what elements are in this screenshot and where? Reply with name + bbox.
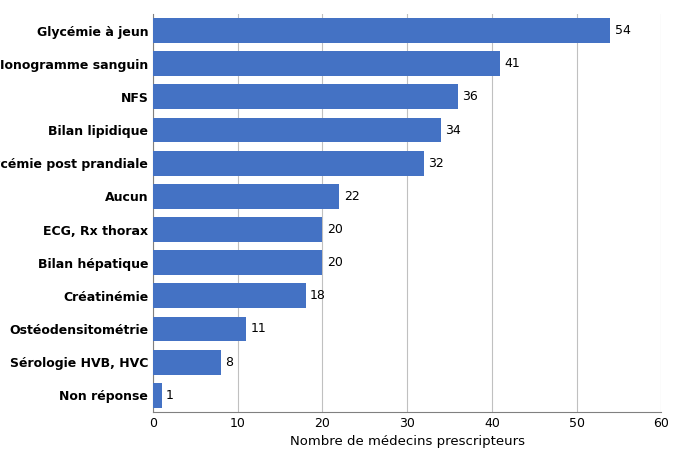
Text: 22: 22 — [344, 190, 359, 203]
Bar — [153, 250, 322, 275]
Text: 8: 8 — [225, 356, 233, 369]
Text: 34: 34 — [445, 124, 461, 137]
X-axis label: Nombre de médecins prescripteurs: Nombre de médecins prescripteurs — [290, 435, 525, 448]
Bar — [153, 151, 424, 176]
Bar — [153, 316, 246, 341]
Bar — [153, 184, 340, 209]
Bar — [153, 18, 610, 43]
Text: 1: 1 — [166, 389, 174, 402]
Text: 20: 20 — [326, 256, 342, 269]
Text: 18: 18 — [310, 289, 326, 302]
Text: 41: 41 — [505, 57, 521, 70]
Bar — [153, 217, 322, 242]
Text: 54: 54 — [615, 24, 631, 37]
Bar — [153, 85, 458, 110]
Bar — [153, 117, 441, 142]
Text: 32: 32 — [428, 157, 444, 170]
Bar — [153, 350, 221, 374]
Bar — [153, 51, 500, 76]
Text: 11: 11 — [251, 322, 267, 336]
Text: 36: 36 — [462, 90, 478, 103]
Bar — [153, 383, 161, 408]
Text: 20: 20 — [326, 223, 342, 236]
Bar — [153, 284, 306, 308]
